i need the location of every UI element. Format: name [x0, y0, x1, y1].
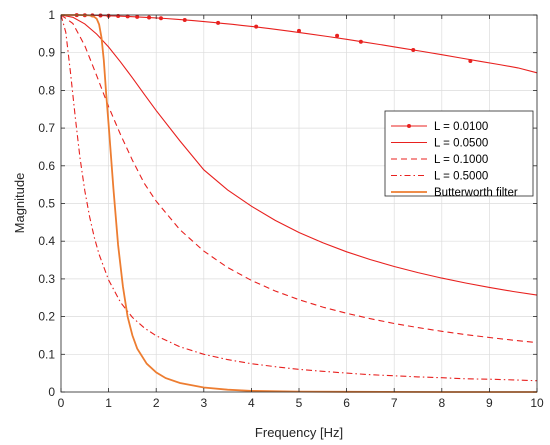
- series-marker: [297, 28, 301, 33]
- legend-label: L = 0.0100: [434, 121, 488, 133]
- legend-label: L = 0.0500: [434, 138, 488, 150]
- x-tick-label: 8: [438, 396, 445, 410]
- series-marker: [216, 20, 221, 25]
- series-2: [60, 14, 538, 296]
- y-tick-label: 0.6: [38, 159, 55, 173]
- legend-item: L = 0.0100: [391, 121, 488, 133]
- series-marker: [358, 39, 363, 44]
- x-tick-label: 4: [248, 396, 255, 410]
- y-tick-label: 1: [48, 8, 55, 22]
- series-marker: [135, 14, 140, 19]
- y-tick-label: 0.9: [38, 46, 55, 60]
- legend-item: L = 0.5000: [391, 171, 488, 183]
- series-marker: [254, 24, 259, 29]
- legend: L = 0.0100 L = 0.0500 L = 0.1000 L = 0.5000…: [384, 110, 534, 199]
- legend-item: Butterworth filter: [391, 187, 518, 199]
- legend-marker: [407, 124, 411, 128]
- series-5: [61, 14, 537, 393]
- y-tick-label: 0.8: [38, 83, 55, 97]
- x-tick-label: 0: [58, 396, 65, 410]
- x-tick-label: 3: [200, 396, 207, 410]
- series-line: [60, 14, 538, 382]
- y-tick-label: 0.5: [38, 197, 55, 211]
- series-marker: [98, 13, 103, 18]
- series-marker: [158, 16, 163, 21]
- y-tick-label: 0.7: [38, 121, 55, 135]
- legend-item: L = 0.1000: [391, 154, 488, 166]
- x-tick-label: 7: [391, 396, 398, 410]
- x-tick-label: 6: [343, 396, 350, 410]
- legend-label: L = 0.5000: [434, 171, 488, 183]
- x-tick-label: 1: [105, 396, 112, 410]
- series-marker: [147, 15, 152, 20]
- y-tick-label: 0.2: [38, 310, 55, 324]
- x-tick-label: 10: [530, 396, 544, 410]
- x-ticks: 0 1 2 3 4 5 6 7 8 9 10: [58, 15, 544, 410]
- series-line: [60, 14, 538, 296]
- series-4: [60, 14, 538, 382]
- y-tick-label: 0.1: [38, 347, 55, 361]
- x-axis-label: Frequency [Hz]: [255, 425, 343, 440]
- series-marker: [468, 58, 473, 63]
- legend-label: Butterworth filter: [434, 187, 518, 199]
- series-marker: [411, 48, 416, 53]
- y-tick-label: 0.4: [38, 234, 55, 248]
- y-axis-label: Magnitude: [12, 173, 27, 234]
- y-tick-label: 0: [48, 385, 55, 399]
- legend-label: L = 0.1000: [434, 154, 488, 166]
- y-tick-label: 0.3: [38, 272, 55, 286]
- series-line: [61, 14, 537, 393]
- legend-item: L = 0.0500: [391, 138, 488, 150]
- x-tick-label: 5: [296, 396, 303, 410]
- series-marker: [335, 33, 340, 38]
- series-layer: [60, 13, 538, 393]
- series-1: [61, 13, 538, 74]
- series-3: [60, 14, 538, 344]
- series-marker: [182, 17, 187, 22]
- series-line: [60, 14, 538, 344]
- y-ticks: 0 0.1 0.2 0.3 0.4 0.5 0.6 0.7 0.8 0.9 1: [38, 8, 537, 399]
- x-tick-label: 2: [153, 396, 160, 410]
- series-marker: [125, 14, 130, 19]
- x-tick-label: 9: [486, 396, 493, 410]
